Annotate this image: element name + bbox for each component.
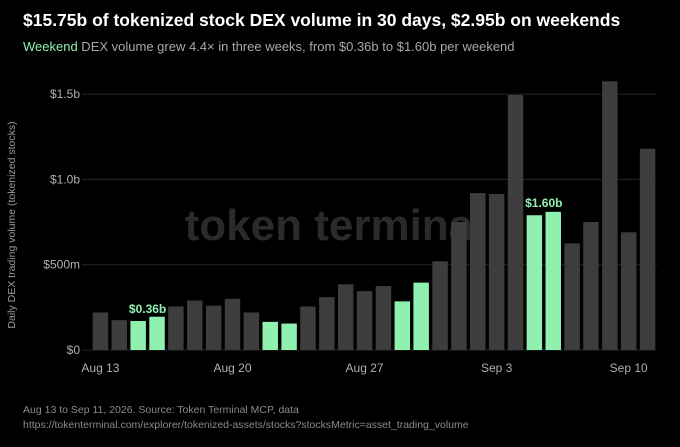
weekend-bar [413, 282, 429, 350]
weekend-bar [394, 301, 411, 350]
x-tick-labels: Aug 13 Aug 20 Aug 27 Sep 3 Sep 10 [81, 361, 648, 375]
weekday-bar [488, 193, 505, 350]
y-tick-label: $1.5b [50, 87, 80, 101]
weekend-bar [281, 323, 297, 350]
watermark-text: token terminal [185, 201, 486, 250]
subtitle-highlight: Weekend [23, 39, 78, 54]
footer-line-2: https://tokenterminal.com/explorer/token… [23, 419, 469, 431]
weekday-bar [583, 222, 599, 350]
x-tick-label: Aug 27 [346, 361, 384, 375]
weekend-bar [130, 321, 146, 350]
weekday-bar [337, 284, 354, 350]
weekday-bar [432, 261, 448, 350]
weekend-bar [262, 321, 278, 350]
weekday-bar [187, 300, 203, 350]
annotation-label: $1.60b [525, 196, 562, 210]
weekday-bar [224, 298, 241, 350]
weekday-bar [620, 232, 637, 350]
weekday-bar [92, 312, 109, 350]
chart-title: $15.75b of tokenized stock DEX volume in… [23, 10, 621, 30]
annotation-label: $0.36b [129, 302, 166, 316]
weekday-bar [205, 305, 222, 350]
weekday-bar [300, 306, 316, 350]
bars-group [92, 81, 656, 351]
weekday-bar [375, 286, 392, 350]
x-tick-label: Sep 3 [481, 361, 513, 375]
weekday-bar [319, 297, 335, 350]
weekday-bar [168, 306, 184, 350]
weekday-bar [111, 320, 128, 350]
x-tick-label: Aug 20 [213, 361, 251, 375]
y-tick-label: $1.0b [50, 172, 80, 186]
weekend-bar [149, 316, 165, 350]
weekday-bar [243, 312, 260, 350]
weekend-bar [526, 215, 543, 350]
y-tick-label: $500m [43, 258, 80, 272]
weekday-bar [564, 243, 580, 350]
weekday-bar [602, 81, 618, 350]
annotations-group: $0.36b $1.60b [129, 196, 563, 316]
x-tick-label: Sep 10 [610, 361, 648, 375]
y-tick-label: $0 [67, 343, 81, 357]
weekday-bar [470, 193, 486, 350]
weekday-bar [451, 222, 467, 350]
bar-chart: token terminal $0.36b $1.60b $0 $500m $1.0b… [43, 81, 657, 375]
weekday-bar [507, 94, 524, 351]
x-tick-label: Aug 13 [81, 361, 119, 375]
y-tick-labels: $0 $500m $1.0b $1.5b [43, 87, 80, 357]
footer-line-1: Aug 13 to Sep 11, 2026. Source: Token Te… [23, 404, 299, 416]
weekday-bar [639, 148, 656, 350]
weekday-bar [356, 291, 373, 350]
footer-source: Aug 13 to Sep 11, 2026. Source: Token Te… [23, 403, 469, 433]
subtitle-text: DEX volume grew 4.4× in three weeks, fro… [77, 39, 515, 54]
chart-subtitle: Weekend DEX volume grew 4.4× in three we… [23, 39, 515, 54]
weekend-bar [545, 211, 561, 350]
